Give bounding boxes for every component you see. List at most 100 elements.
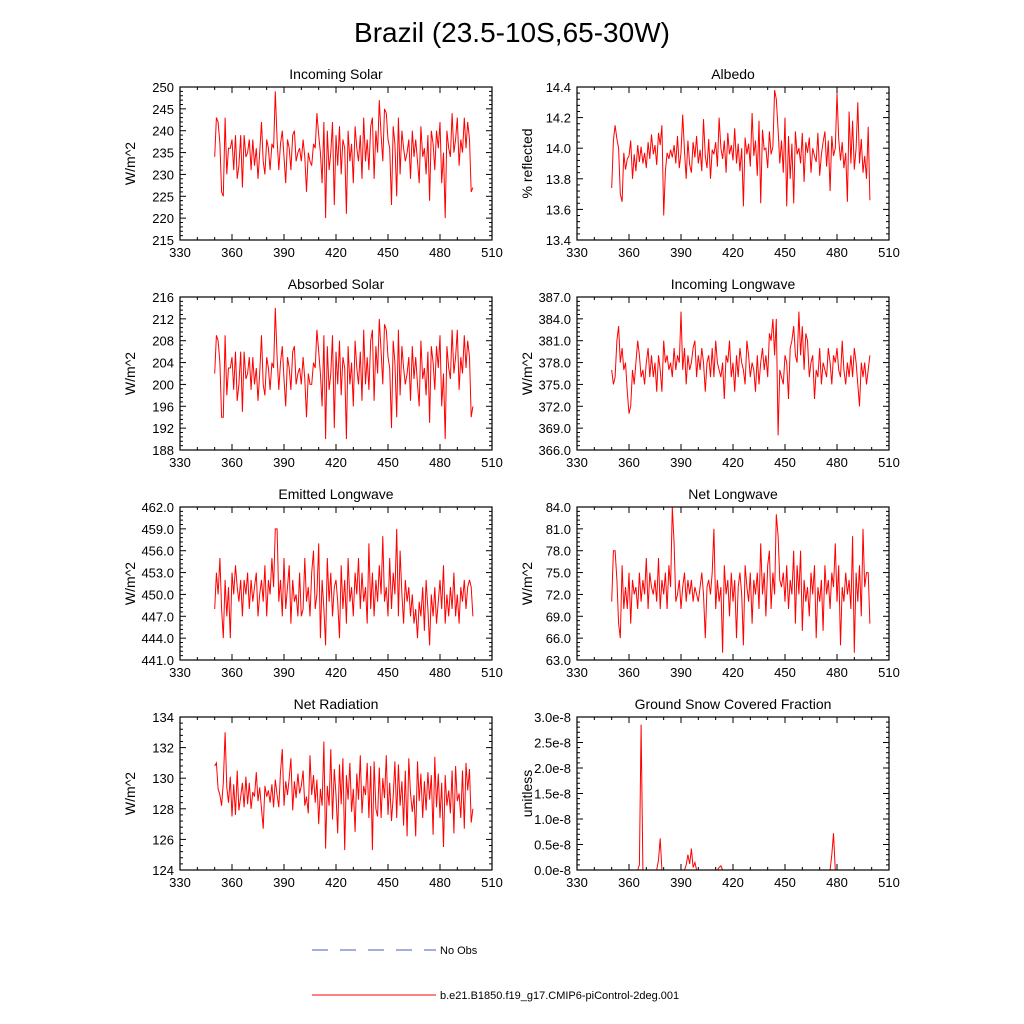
y-tick-label: 0.0e-8	[534, 863, 571, 878]
y-tick-label: 128	[152, 802, 174, 817]
y-tick-label: 63.0	[546, 653, 571, 668]
y-tick-label: 240	[152, 124, 174, 139]
y-tick-label: 2.5e-8	[534, 736, 571, 751]
y-tick-label: 459.0	[141, 522, 174, 537]
y-tick-label: 1.0e-8	[534, 812, 571, 827]
x-tick-label: 390	[670, 875, 692, 890]
x-tick-label: 480	[429, 665, 451, 680]
y-tick-label: 132	[152, 741, 174, 756]
x-tick-label: 390	[273, 875, 295, 890]
y-tick-label: 69.0	[546, 609, 571, 624]
y-tick-label: 212	[152, 312, 174, 327]
y-tick-label: 78.0	[546, 544, 571, 559]
figure-title: Brazil (23.5-10S,65-30W)	[354, 17, 670, 48]
legend: No Obs b.e21.B1850.f19_g17.CMIP6-piContr…	[312, 945, 679, 1002]
x-tick-label: 480	[826, 245, 848, 260]
y-axis-label: W/m^2	[519, 352, 535, 395]
data-series-line	[611, 90, 871, 216]
x-tick-label: 510	[481, 455, 503, 470]
y-tick-label: 441.0	[141, 653, 174, 668]
x-tick-label: 420	[325, 875, 347, 890]
chart-panel: Absorbed Solar W/m^2 330 360 390 420 450 480 510…	[122, 276, 503, 470]
y-tick-label: 124	[152, 863, 174, 878]
y-tick-label: 387.0	[538, 290, 571, 305]
data-series-line	[214, 732, 474, 851]
x-tick-label: 390	[670, 245, 692, 260]
data-series-line	[611, 506, 871, 653]
x-tick-label: 390	[273, 665, 295, 680]
y-tick-label: 462.0	[141, 500, 174, 515]
x-tick-label: 510	[481, 665, 503, 680]
y-tick-label: 196	[152, 399, 174, 414]
y-tick-label: 378.0	[538, 356, 571, 371]
data-series-line	[214, 91, 474, 219]
panel-title: Net Radiation	[294, 696, 379, 712]
chart-panel: Net Longwave W/m^2 330 360 390 420 450 480 510 63…	[519, 486, 900, 680]
x-tick-label: 420	[722, 875, 744, 890]
x-tick-label: 510	[481, 875, 503, 890]
y-tick-label: 204	[152, 356, 174, 371]
x-tick-label: 510	[481, 245, 503, 260]
y-tick-label: 453.0	[141, 566, 174, 581]
panel-title: Net Longwave	[688, 486, 778, 502]
plot-frame	[179, 716, 493, 871]
panel-title: Albedo	[711, 66, 755, 82]
y-axis-label: unitless	[519, 770, 535, 817]
x-tick-label: 390	[670, 455, 692, 470]
x-tick-label: 360	[221, 455, 243, 470]
x-tick-label: 330	[566, 875, 588, 890]
y-tick-label: 366.0	[538, 443, 571, 458]
panel-title: Ground Snow Covered Fraction	[635, 696, 832, 712]
plot-frame	[179, 296, 493, 451]
y-tick-label: 245	[152, 102, 174, 117]
x-tick-label: 480	[826, 665, 848, 680]
y-tick-label: 250	[152, 80, 174, 95]
plot-frame	[576, 506, 890, 661]
x-tick-label: 450	[377, 245, 399, 260]
x-tick-label: 420	[325, 665, 347, 680]
y-tick-label: 2.0e-8	[534, 761, 571, 776]
plot-frame	[576, 716, 890, 871]
y-tick-label: 84.0	[546, 500, 571, 515]
x-tick-label: 330	[169, 665, 191, 680]
x-tick-label: 420	[722, 455, 744, 470]
x-tick-label: 390	[273, 455, 295, 470]
y-tick-label: 72.0	[546, 587, 571, 602]
x-tick-label: 360	[618, 245, 640, 260]
y-axis-label: W/m^2	[122, 352, 138, 395]
x-tick-label: 480	[826, 875, 848, 890]
x-tick-label: 510	[878, 875, 900, 890]
y-axis-label: W/m^2	[519, 562, 535, 605]
x-tick-label: 450	[774, 245, 796, 260]
x-tick-label: 480	[429, 455, 451, 470]
y-tick-label: 0.5e-8	[534, 838, 571, 853]
x-tick-label: 360	[221, 665, 243, 680]
x-tick-label: 330	[566, 245, 588, 260]
x-tick-label: 360	[618, 665, 640, 680]
y-tick-label: 192	[152, 421, 174, 436]
y-tick-label: 456.0	[141, 544, 174, 559]
chart-panel: Albedo % reflected 330 360 390 420 450 480 510 13…	[519, 66, 900, 260]
x-tick-label: 330	[566, 665, 588, 680]
panel-title: Incoming Solar	[289, 66, 383, 82]
x-tick-label: 360	[221, 245, 243, 260]
x-tick-label: 420	[325, 455, 347, 470]
chart-panel: Ground Snow Covered Fraction unitless 330 3…	[519, 696, 900, 890]
y-tick-label: 230	[152, 167, 174, 182]
y-axis-label: W/m^2	[122, 562, 138, 605]
y-tick-label: 200	[152, 377, 174, 392]
data-series-line	[214, 307, 474, 440]
chart-panel: Emitted Longwave W/m^2 330 360 390 420 450 480 5…	[122, 486, 503, 680]
x-tick-label: 450	[377, 455, 399, 470]
x-tick-label: 450	[774, 875, 796, 890]
y-axis-label: W/m^2	[122, 142, 138, 185]
x-tick-label: 480	[429, 875, 451, 890]
y-tick-label: 450.0	[141, 587, 174, 602]
x-tick-label: 330	[169, 245, 191, 260]
y-tick-label: 66.0	[546, 631, 571, 646]
y-tick-label: 13.8	[546, 172, 571, 187]
y-tick-label: 384.0	[538, 312, 571, 327]
y-tick-label: 126	[152, 832, 174, 847]
